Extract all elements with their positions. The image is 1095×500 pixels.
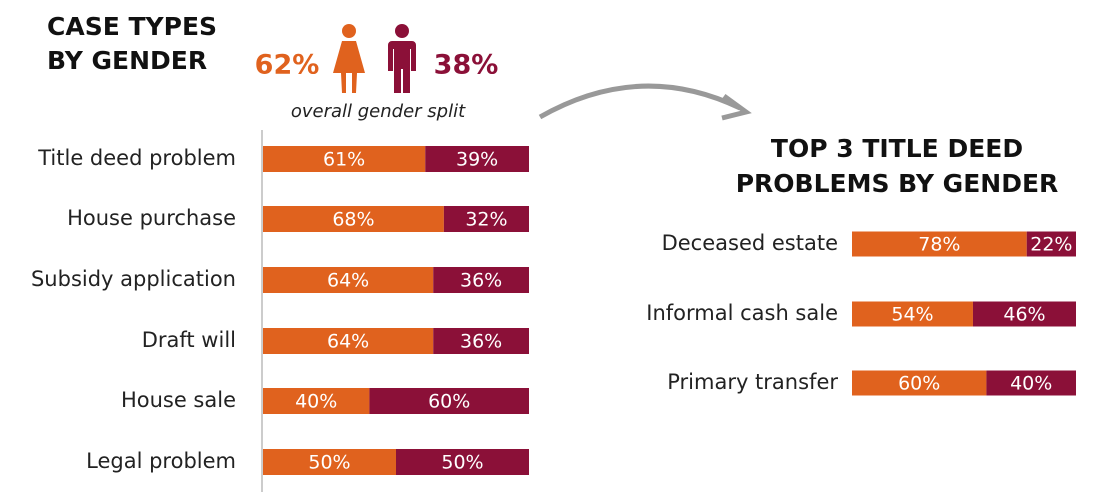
chart-title: BY GENDER xyxy=(47,46,207,75)
value-label: 60% xyxy=(898,373,940,395)
male-icon xyxy=(388,24,416,93)
bar-segment xyxy=(263,267,434,293)
value-label: 64% xyxy=(327,331,369,353)
category-label: Title deed problem xyxy=(37,146,236,170)
value-label: 36% xyxy=(460,331,502,353)
bar-segment xyxy=(852,370,987,396)
category-label: Legal problem xyxy=(86,449,236,473)
overall-female: 62% xyxy=(255,50,320,81)
female-icon xyxy=(333,24,365,93)
value-label: 50% xyxy=(441,452,483,474)
bar-segment xyxy=(1026,231,1076,257)
bar-segment xyxy=(852,231,1027,257)
bar-segment xyxy=(972,301,1076,327)
bar-segment xyxy=(263,449,396,475)
category-label: Draft will xyxy=(142,328,236,352)
bar-segment xyxy=(443,206,529,232)
category-label: Deceased estate xyxy=(662,231,838,255)
bar-segment xyxy=(433,328,529,354)
overall-male: 38% xyxy=(434,50,499,81)
value-label: 40% xyxy=(1010,373,1052,395)
value-label: 64% xyxy=(327,270,369,292)
value-label: 60% xyxy=(428,391,470,413)
chart-title: PROBLEMS BY GENDER xyxy=(736,169,1059,198)
bar-segment xyxy=(396,449,529,475)
category-label: Primary transfer xyxy=(667,370,838,394)
value-label: 68% xyxy=(332,209,374,231)
value-label: 78% xyxy=(918,234,960,256)
value-label: 36% xyxy=(460,270,502,292)
bar-segment xyxy=(263,146,426,172)
chart-title: TOP 3 TITLE DEED xyxy=(771,134,1023,163)
category-label: Subsidy application xyxy=(31,267,236,291)
category-label: House sale xyxy=(121,388,236,412)
value-label: 50% xyxy=(308,452,350,474)
value-label: 32% xyxy=(465,209,507,231)
category-label: House purchase xyxy=(67,206,236,230)
bar-segment xyxy=(852,301,973,327)
value-label: 46% xyxy=(1003,304,1045,326)
bar-segment xyxy=(986,370,1076,396)
value-label: 54% xyxy=(891,304,933,326)
value-label: 39% xyxy=(456,149,498,171)
overall-caption: overall gender split xyxy=(291,101,466,122)
value-label: 22% xyxy=(1030,234,1072,256)
value-label: 40% xyxy=(295,391,337,413)
bar-segment xyxy=(369,388,529,414)
arrow xyxy=(538,83,742,120)
bar-segment xyxy=(263,206,444,232)
arrow-head xyxy=(721,93,752,121)
bar-segment xyxy=(425,146,529,172)
chart-title: CASE TYPES xyxy=(47,12,217,41)
bar-segment xyxy=(433,267,529,293)
bar-segment xyxy=(263,388,370,414)
bar-segment xyxy=(263,328,434,354)
value-label: 61% xyxy=(323,149,365,171)
category-label: Informal cash sale xyxy=(646,301,838,325)
